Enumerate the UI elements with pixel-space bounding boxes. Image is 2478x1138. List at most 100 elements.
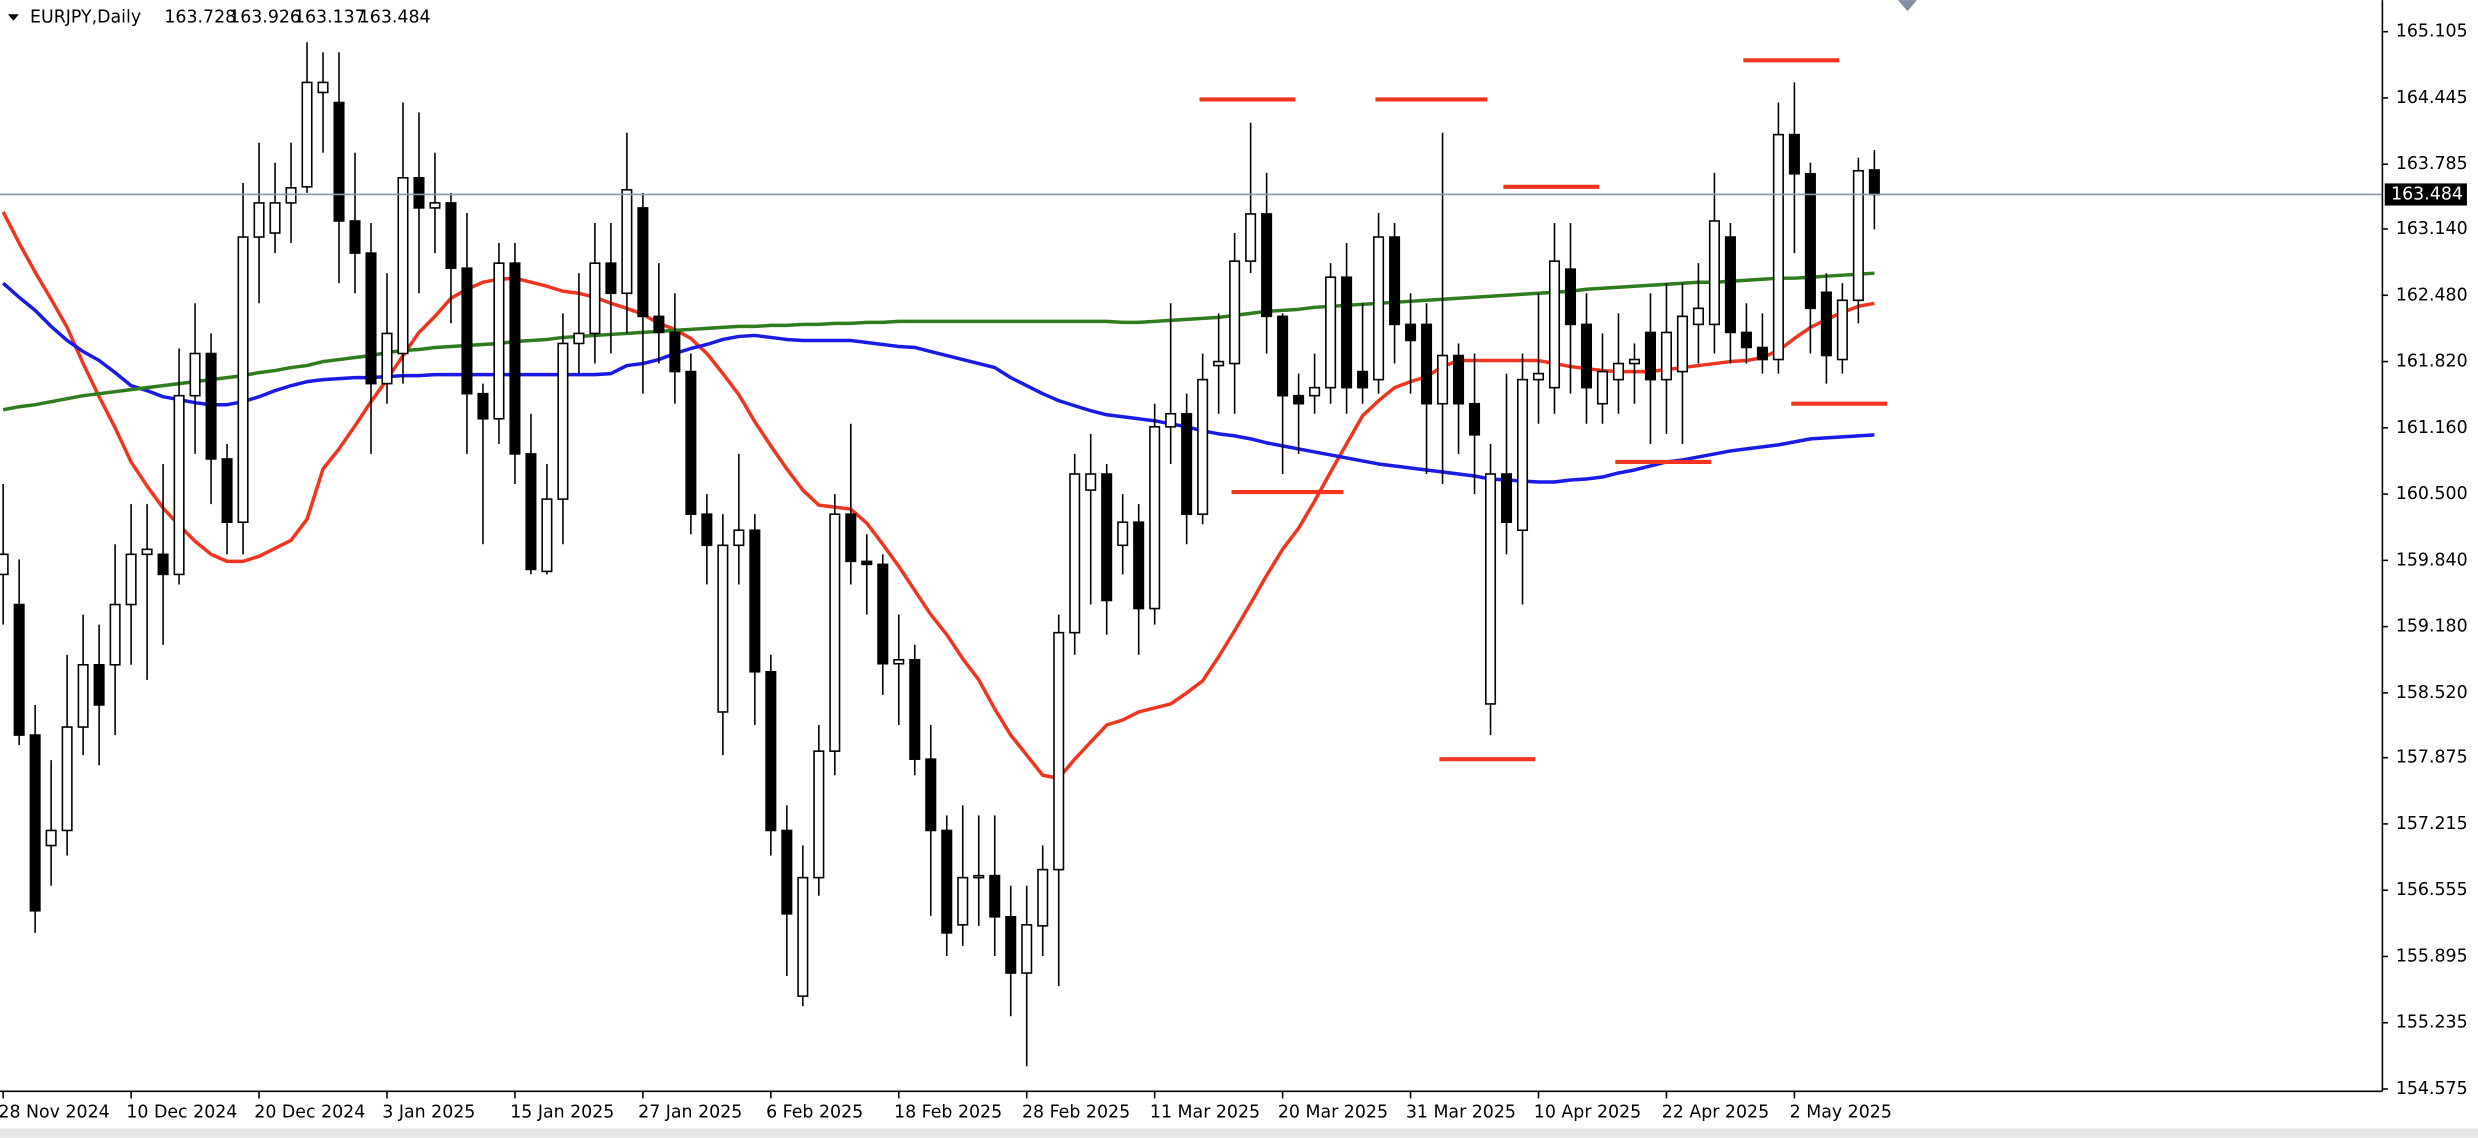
x-tick-label: 28 Feb 2025 bbox=[1022, 1103, 1130, 1123]
candle-body bbox=[861, 560, 873, 566]
y-tick-label: 158.520 bbox=[2396, 683, 2468, 703]
candle-body bbox=[765, 671, 777, 832]
y-tick-label: 159.840 bbox=[2396, 550, 2468, 570]
candle-body bbox=[989, 874, 1001, 918]
candle-body bbox=[1548, 260, 1561, 389]
candle-body bbox=[205, 352, 217, 460]
candle-body bbox=[1740, 331, 1752, 349]
candle-body bbox=[845, 513, 857, 563]
y-tick-label: 163.140 bbox=[2396, 219, 2468, 239]
candle-body bbox=[685, 370, 697, 515]
candle-body bbox=[701, 513, 713, 547]
candle-body bbox=[189, 352, 201, 397]
candle-body bbox=[1357, 370, 1369, 389]
candle-body bbox=[1580, 323, 1593, 389]
candle-body bbox=[1437, 354, 1449, 405]
candle-body bbox=[365, 252, 377, 385]
candle-body bbox=[941, 829, 953, 934]
candle-body bbox=[317, 81, 329, 94]
candle-body bbox=[1772, 133, 1784, 361]
candle-body bbox=[1628, 358, 1640, 365]
candle-body bbox=[1325, 276, 1337, 389]
candle-body bbox=[253, 202, 265, 238]
candle-body bbox=[45, 829, 57, 847]
candle-body bbox=[525, 453, 537, 571]
candle-body bbox=[637, 207, 649, 318]
candle-body bbox=[493, 262, 505, 420]
candle-body bbox=[1453, 354, 1465, 405]
candle-body bbox=[1708, 220, 1720, 326]
y-tick-label: 161.820 bbox=[2396, 352, 2468, 372]
header-open: 163.728 bbox=[164, 7, 236, 27]
candle-body bbox=[1596, 370, 1609, 405]
candle-body bbox=[1644, 331, 1656, 381]
plot-area bbox=[0, 42, 1888, 1067]
candle-body bbox=[1532, 372, 1545, 381]
candle-body bbox=[1165, 412, 1177, 428]
candle-body bbox=[1788, 133, 1800, 175]
candle-body bbox=[1373, 236, 1385, 381]
moving-average-line bbox=[2, 281, 1875, 484]
candle-body bbox=[797, 876, 809, 997]
candle-body bbox=[1676, 315, 1688, 373]
candle-body bbox=[813, 750, 825, 879]
x-tick-label: 2 May 2025 bbox=[1790, 1103, 1892, 1123]
x-tick-label: 27 Jan 2025 bbox=[638, 1103, 742, 1123]
candle-body bbox=[925, 758, 937, 832]
x-tick-label: 18 Feb 2025 bbox=[894, 1103, 1002, 1123]
x-tick-label: 31 Mar 2025 bbox=[1406, 1103, 1516, 1123]
symbol-title: EURJPY,Daily bbox=[30, 7, 141, 27]
candle-body bbox=[1261, 213, 1273, 318]
x-tick-label: 6 Feb 2025 bbox=[766, 1103, 863, 1123]
candle-body bbox=[1820, 291, 1832, 357]
candle-body bbox=[1069, 473, 1081, 634]
candle-body bbox=[541, 498, 553, 573]
candle-body bbox=[285, 187, 297, 204]
y-tick-label: 156.555 bbox=[2396, 880, 2468, 900]
candle-body bbox=[349, 220, 361, 254]
y-tick-label: 160.500 bbox=[2396, 484, 2468, 504]
candle-body bbox=[1277, 315, 1289, 397]
candle-body bbox=[1133, 521, 1145, 610]
candle-body bbox=[1804, 172, 1816, 310]
candle-body bbox=[157, 553, 169, 576]
candle-body bbox=[589, 262, 601, 335]
x-tick-label: 22 Apr 2025 bbox=[1662, 1103, 1769, 1123]
candle-body bbox=[1117, 521, 1129, 547]
x-tick-label: 28 Nov 2024 bbox=[0, 1103, 110, 1123]
y-tick-label: 157.215 bbox=[2396, 814, 2468, 834]
candle-body bbox=[93, 663, 105, 706]
candle-body bbox=[893, 658, 905, 665]
candle-body bbox=[1660, 331, 1672, 381]
candle-body bbox=[973, 874, 985, 879]
menu-arrow bbox=[7, 14, 19, 21]
candle-body bbox=[1469, 402, 1481, 436]
candle-body bbox=[653, 315, 665, 334]
y-tick-label: 159.180 bbox=[2396, 617, 2468, 637]
candle-body bbox=[0, 553, 9, 576]
candle-body bbox=[909, 658, 921, 760]
moving-average-line bbox=[1, 211, 1875, 780]
x-tick-label: 20 Mar 2025 bbox=[1278, 1103, 1388, 1123]
candle-body bbox=[957, 876, 969, 926]
x-tick-label: 15 Jan 2025 bbox=[510, 1103, 614, 1123]
candle-body bbox=[669, 331, 681, 373]
candle-body bbox=[301, 81, 313, 188]
candle-body bbox=[1005, 916, 1017, 974]
candle-body bbox=[445, 202, 457, 269]
candle-body bbox=[605, 262, 617, 295]
candle-body bbox=[477, 392, 489, 420]
candle-body bbox=[1181, 412, 1193, 515]
candle-body bbox=[13, 603, 25, 736]
candle-body bbox=[1868, 169, 1880, 196]
candle-body bbox=[1341, 276, 1353, 389]
candle-body bbox=[1101, 473, 1113, 602]
candle-body bbox=[1852, 169, 1864, 302]
candle-body bbox=[269, 202, 281, 234]
candle-body bbox=[1484, 473, 1497, 705]
header-close: 163.484 bbox=[359, 7, 431, 27]
y-tick-label: 162.480 bbox=[2396, 285, 2468, 305]
y-tick-label: 155.895 bbox=[2396, 946, 2468, 966]
y-tick-label: 164.445 bbox=[2396, 88, 2468, 108]
